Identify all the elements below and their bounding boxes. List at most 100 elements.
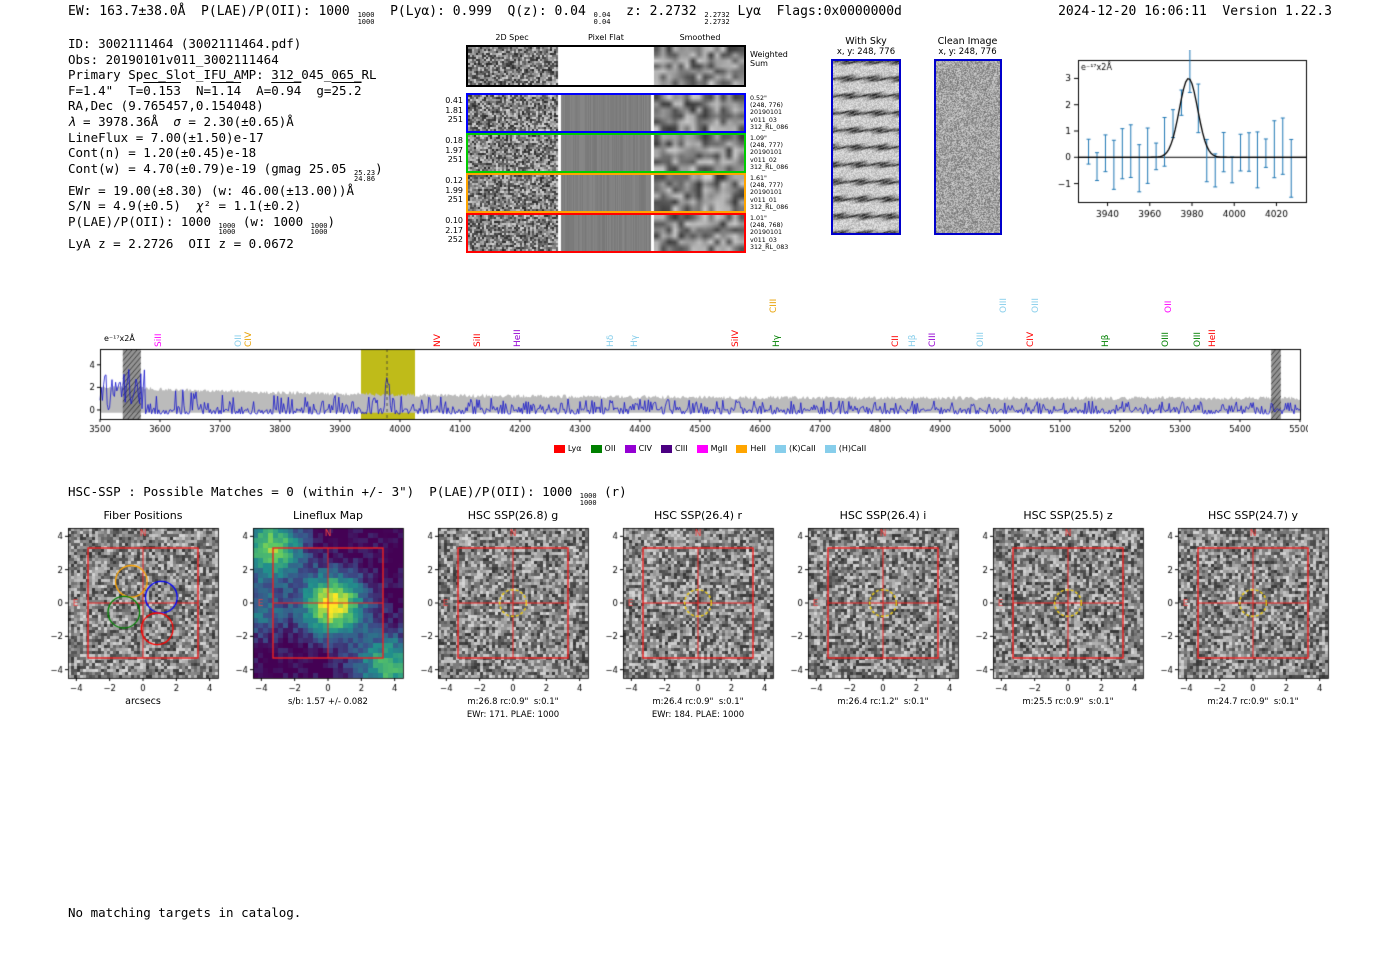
spectral-line-label-OII: OII xyxy=(234,334,245,347)
legend-swatch xyxy=(660,444,672,453)
emission-line-zoom-plot xyxy=(1036,50,1312,230)
info-line: Cont(w) = 4.70(±0.79)e-19 (gmag 25.05 25… xyxy=(68,160,383,184)
legend-item-HeII: HeII xyxy=(736,444,766,453)
cutout-image-hsc_r xyxy=(585,524,781,696)
spec2d-row-right-labels: Weighted Sum xyxy=(750,50,788,68)
overline-value: 1.14 xyxy=(211,82,242,98)
info-line: Obs: 20190101v011_3002111464 xyxy=(68,51,279,67)
legend-swatch xyxy=(824,444,836,453)
info-line: EWr = 19.00(±8.30) (w: 46.00(±13.00))Å xyxy=(68,182,354,198)
legend-item-Lyα: Lyα xyxy=(553,444,582,453)
spec2d-row-frame xyxy=(466,173,746,213)
withsky-image xyxy=(833,61,899,233)
info-line: LyA z = 2.2726 OII z = 0.0672 xyxy=(68,235,294,251)
cutout-caption: m:24.7 rc:0.9" s:0.1" xyxy=(1207,697,1299,707)
spectral-line-label-SiII: SiII xyxy=(473,333,483,347)
spec2d-row-frame xyxy=(466,213,746,253)
legend-label: MgII xyxy=(710,444,728,453)
legend-label: (K)CaII xyxy=(789,444,816,453)
spec2d-row-image xyxy=(468,215,744,251)
legend-label: (H)CaII xyxy=(838,444,867,453)
info-line: F=1.4" T=0.153 N=1.14 A=0.94 g=25.2 xyxy=(68,82,362,98)
withsky-frame xyxy=(831,59,901,235)
spec2d-row-right-labels: 1.01" (248, 768) 20190101 v011_03 312_RL_083 xyxy=(750,215,789,251)
info-line: Cont(n) = 1.20(±0.45)e-18 xyxy=(68,145,257,161)
spec2d-col-header-pixelflat: Pixel Flat xyxy=(588,33,624,42)
cutout-caption: m:25.5 rc:0.9" s:0.1" xyxy=(1022,697,1114,707)
spectral-line-label-HeII: HeII xyxy=(1208,329,1218,347)
cutout-image-hsc_g xyxy=(400,524,596,696)
spec2d-row-frame xyxy=(466,93,746,133)
withsky-coords: x, y: 248, 776 xyxy=(836,47,896,57)
cutout-panel-hsc_y: HSC SSP(24.7) y m:24.7 rc:0.9" s:0.1" xyxy=(1140,509,1340,709)
cutout-panel-fiber_positions: Fiber Positions arcsecs xyxy=(30,509,230,709)
info-line: Primary Spec_Slot_IFU_AMP: 312_045_065_R… xyxy=(68,67,377,83)
spectral-line-label-CIII: CIII xyxy=(927,332,938,347)
cutout-caption: m:26.4 rc:1.2" s:0.1" xyxy=(837,697,929,707)
cleanimage-image xyxy=(936,61,1000,233)
legend-swatch xyxy=(624,444,636,453)
info-line: λ = 3978.36Å σ = 2.30(±0.65)Å xyxy=(68,113,294,129)
legend-item-CIII: CIII xyxy=(660,444,688,453)
spectral-line-label-OIII: OIII xyxy=(1193,331,1203,347)
cutout-caption: m:26.8 rc:0.9" s:0.1" xyxy=(467,697,559,707)
catalog-match-summary: HSC-SSP : Possible Matches = 0 (within +… xyxy=(68,484,627,507)
cutout-title: Fiber Positions xyxy=(103,509,183,522)
spectral-line-label-NV: NV xyxy=(432,334,443,347)
stacked-confidence-interval: 0.04 0.04 xyxy=(593,11,611,26)
legend-item-OII: OII xyxy=(590,444,616,453)
legend-label: HeII xyxy=(750,444,767,453)
overline-value: 0.153 xyxy=(143,82,181,98)
spec2d-row-left-labels: 0.10 2.17 252 xyxy=(445,216,463,244)
spectral-line-label-SiII: SiII xyxy=(153,333,164,347)
italic-symbol: σ xyxy=(173,113,181,129)
spectral-line-label-CIV: CIV xyxy=(244,331,255,347)
spectral-line-label-CIII: CIII xyxy=(768,298,779,313)
spec2d-row-right-labels: 1.61" (248, 777) 20190101 v011_01 312_RL_086 xyxy=(750,175,789,211)
full-spectrum-plot xyxy=(80,339,1308,445)
cutout-title: HSC SSP(26.8) g xyxy=(467,509,559,522)
spectral-line-label-CII: CII xyxy=(891,335,902,347)
cutout-image-hsc_y xyxy=(1140,524,1336,696)
header-timestamp-version: 2024-12-20 16:06:11 Version 1.22.3 xyxy=(1058,4,1332,19)
italic-symbol: λ xyxy=(68,113,76,129)
legend-swatch xyxy=(553,444,565,453)
spec2d-col-header-smoothed: Smoothed xyxy=(679,33,721,42)
legend-item-MgII: MgII xyxy=(696,444,728,453)
stacked-confidence-interval: 1000 1000 xyxy=(218,221,236,237)
spec2d-row-right-labels: 1.09" (248, 777) 20190101 v011_02 312_RL_086 xyxy=(750,135,789,171)
spectrum-legend: Lyα OII CIV CIII MgII HeII (K)CaII (H)CaII xyxy=(420,444,1000,453)
spectral-line-label-OIII: OIII xyxy=(975,331,986,347)
spec2d-row-frame xyxy=(466,133,746,173)
legend-swatch xyxy=(590,444,602,453)
cutout-caption: EWr: 171. PLAE: 1000 xyxy=(466,709,560,720)
stacked-confidence-interval: 2.2732 2.2732 xyxy=(704,11,730,26)
spectral-line-label-Hδ: Hδ xyxy=(606,334,617,347)
footer-line-2: Row intentionally blank. xyxy=(68,952,301,953)
spec2d-col-header-2dspec: 2D Spec xyxy=(495,33,529,42)
withsky-title: With Sky xyxy=(845,36,887,47)
info-line: RA,Dec (9.765457,0.154048) xyxy=(68,98,264,114)
spectral-line-label-Hβ: Hβ xyxy=(908,334,918,347)
cutout-panel-hsc_r: HSC SSP(26.4) r m:26.4 rc:0.9" s:0.1" EWr:… xyxy=(585,509,785,721)
info-line: ID: 3002111464 (3002111464.pdf) xyxy=(68,36,302,51)
legend-swatch xyxy=(775,444,787,453)
spec2d-row-frame xyxy=(466,45,746,87)
spectral-line-label-Hγ: Hγ xyxy=(630,334,641,347)
header-summary-line: EW: 163.7±38.0Å P(LAE)/P(OII): 1000 1000… xyxy=(68,4,902,26)
cutout-caption: EWr: 184. PLAE: 1000 xyxy=(651,709,745,720)
legend-item-CIV: CIV xyxy=(624,444,652,453)
cutout-caption: m:26.4 rc:0.9" s:0.1" xyxy=(652,697,744,707)
info-line: P(LAE)/P(OII): 1000 1000 1000 (w: 1000 10… xyxy=(68,213,336,237)
stacked-confidence-interval: 1000 1000 xyxy=(310,221,328,237)
spectral-line-label-OIII: OIII xyxy=(1161,331,1172,347)
cleanimage-title: Clean Image xyxy=(937,36,998,47)
info-line: LineFlux = 7.00(±1.50)e-17 xyxy=(68,129,264,145)
spectral-line-label-HeII: HeII xyxy=(513,329,524,347)
cutout-panel-hsc_g: HSC SSP(26.8) g m:26.8 rc:0.9" s:0.1" EWr:… xyxy=(400,509,600,721)
spec2d-row-image xyxy=(468,95,744,131)
spectral-line-label-OII: OII xyxy=(1164,300,1175,313)
cutout-title: HSC SSP(26.4) i xyxy=(839,509,927,522)
cutout-image-hsc_i xyxy=(770,524,966,696)
legend-item-KCaII: (K)CaII xyxy=(775,444,816,453)
